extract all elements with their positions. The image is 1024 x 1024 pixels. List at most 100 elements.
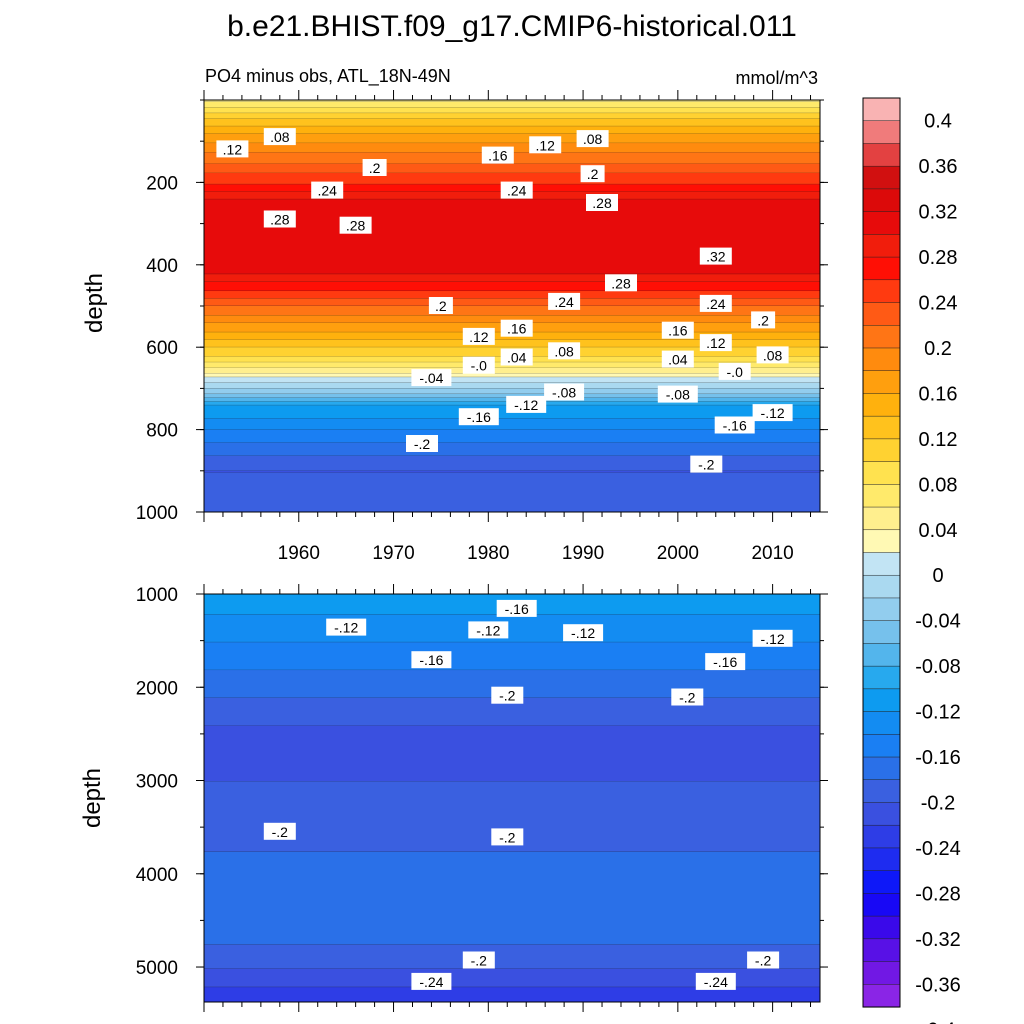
contour-label-box [657,385,698,403]
y-tick-label: 400 [146,256,178,277]
colorbar-swatch [862,256,901,281]
contour-band [204,968,820,988]
colorbar-swatch [862,915,901,940]
colorbar-label: 0.12 [919,429,958,451]
colorbar-swatch [862,165,901,190]
contour-label-box [406,435,438,452]
colorbar-label: 0.4 [924,111,952,133]
contour-label: -.12 [752,404,793,422]
contour-label-text: -.08 [552,385,576,401]
contour-label-box [661,321,694,339]
contour-label-text: -.0 [727,364,744,380]
figure-title: b.e21.BHIST.f09_g17.CMIP6-historical.011 [227,10,797,43]
contour-label: -.16 [714,416,755,434]
contour-label-text: .24 [507,183,527,199]
contour-label-text: -.2 [679,690,696,706]
y-tick-label: 2000 [136,678,178,699]
x-tick-label: 1980 [467,543,509,564]
contour-label: .28 [605,274,637,292]
contour-label-box [496,599,537,617]
contour-label-box [500,348,533,366]
contour-label-box [661,350,694,368]
contour-label-text: -.2 [755,953,772,969]
contour-label: .2 [580,165,605,183]
contour-label: -.0 [462,356,495,374]
contour-label-box [586,194,618,211]
contour-label-text: .28 [611,275,631,291]
contour-band [204,298,820,307]
contour-band [204,133,820,144]
contour-label-box [263,210,296,228]
contour-label-box [491,828,524,846]
colorbar-label: 0.16 [919,383,958,405]
contour-label: -.2 [263,822,296,840]
contour-label: -.24 [695,972,736,990]
colorbar-swatch [862,188,901,213]
contour-label-text: .32 [706,249,726,265]
contour-label: .12 [216,140,249,158]
contour-label-text: -.2 [471,953,488,969]
contour-label-text: .24 [706,296,726,312]
colorbar-label: -0.28 [915,883,961,905]
x-tick-label: 1960 [278,543,320,564]
contour-label-text: .04 [507,350,527,366]
contour-label-text: -.04 [419,370,443,386]
colorbar-swatch [862,779,901,804]
contour-label-box [263,128,296,146]
contour-label-text: -.12 [571,625,595,641]
contour-label-box [500,181,533,199]
contour-label-text: .24 [317,183,337,199]
contour-band [204,126,820,135]
contour-label-box [695,972,736,990]
upper-subtitle-left: PO4 minus obs, ATL_18N-49N [205,66,451,87]
y-tick-label: 800 [146,421,178,442]
lower-contour-plot: -.16 -.12 -.12 -.12 -.12 -.16 -.16 -.2 -.2 -.2 -.2… [136,584,828,1012]
colorbar-swatch [862,97,901,122]
contour-band [204,442,820,457]
colorbar-label: 0.2 [924,338,952,360]
colorbar-label: 0 [932,565,943,587]
contour-label: -.2 [491,686,524,704]
y-tick-label: 3000 [136,772,178,793]
x-tick-label: 2000 [657,543,699,564]
contour-label-box [751,311,776,329]
contour-label-box [462,951,495,969]
contour-label-text: -.2 [272,824,289,840]
y-tick-label: 600 [146,338,178,359]
contour-band [204,470,820,474]
contour-label: .2 [751,311,776,329]
plot-frame [203,593,821,1003]
contour-label: -.12 [468,621,509,639]
contour-band [204,315,820,324]
contour-label-box [411,972,452,990]
contour-band [204,382,820,389]
colorbar-label: 0.24 [919,293,958,315]
contour-label-text: -.16 [467,409,491,425]
contour-label: -.2 [747,951,780,969]
contour-label-text: .12 [469,329,489,345]
contour-label-text: -.12 [761,405,785,421]
colorbar-label: 0.08 [919,474,958,496]
contour-label: -.08 [657,385,698,403]
contour-label-box [544,383,585,401]
colorbar-swatch [862,438,901,463]
contour-label-box [411,651,452,669]
contour-label-box [491,686,524,704]
colorbar-label: 0.28 [919,247,958,269]
contour-label: .12 [699,334,732,352]
colorbar-swatch [862,302,901,326]
colorbar-label: -0.2 [921,793,955,815]
colorbar-swatch [862,552,901,576]
colorbar-swatch [862,961,901,985]
contour-label-box [462,327,495,345]
contour-label-box [699,334,732,352]
contour-label: -.04 [411,369,452,387]
colorbar-label: -0.36 [915,974,961,996]
contour-label-box [747,951,780,969]
contour-label: .04 [500,348,533,366]
contour-label-text: .12 [535,137,555,153]
contour-label-text: -.24 [419,974,443,990]
colorbar-label: -0.12 [915,702,961,724]
colorbar-swatch [862,461,901,485]
contour-band [204,101,820,109]
